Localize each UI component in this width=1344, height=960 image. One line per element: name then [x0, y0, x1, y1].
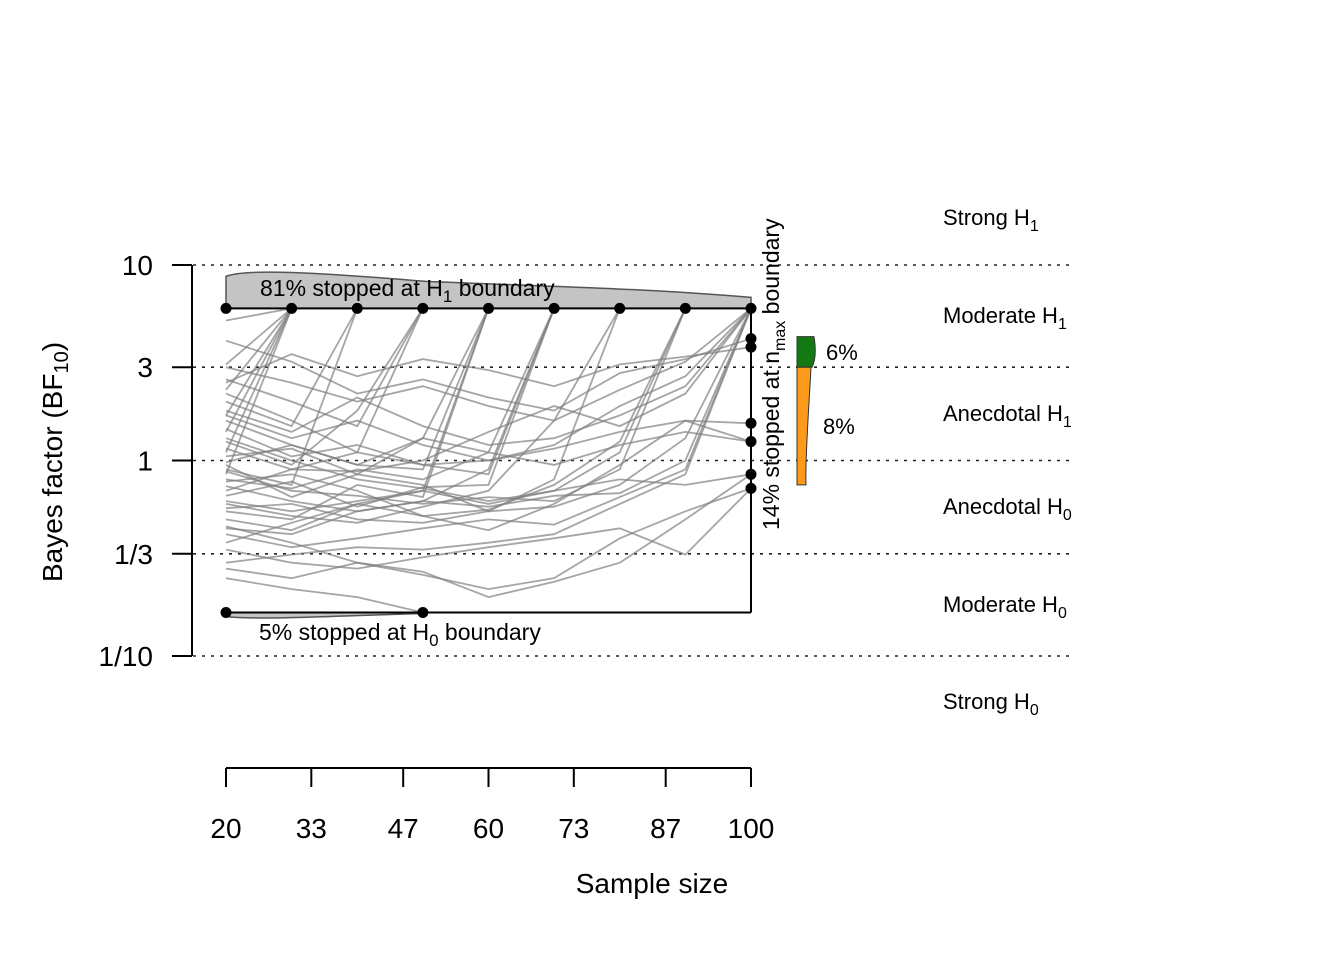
trajectory-line [225, 308, 555, 508]
trajectory-line [225, 307, 752, 473]
axes-layer: 10 3 1 1/3 1/10 20 33 47 60 73 87 100 [99, 250, 775, 844]
h0-stop-point [220, 606, 232, 618]
x-tick-label: 33 [296, 813, 327, 844]
h1-stop-point [614, 302, 626, 314]
h1-stop-annotation: 81% stopped at H1 boundary [260, 275, 555, 306]
h1-stop-point [220, 302, 232, 314]
trajectory-line [225, 307, 293, 416]
evidence-label-moderate-h0: Moderate H0 [943, 592, 1067, 622]
x-tick-label: 100 [728, 813, 775, 844]
h1-stop-density-shape [225, 271, 752, 310]
trajectory-line [225, 308, 490, 521]
h1-stop-point [679, 302, 691, 314]
trajectory-line [225, 308, 752, 564]
evidence-categories: Strong H1 Moderate H1 Anecdotal H1 Anecd… [943, 205, 1072, 719]
trajectory-line [225, 307, 752, 446]
nmax-distribution-segment [796, 336, 816, 368]
x-tick-label: 73 [558, 813, 589, 844]
x-tick-label: 20 [210, 813, 241, 844]
nmax-distribution-label: 6% [826, 340, 858, 365]
h1-stop-point [548, 302, 560, 314]
nmax-stop-point [745, 436, 757, 448]
y-axis-title: Bayes factor (BF10) [37, 342, 73, 582]
trajectory-line [225, 308, 359, 486]
trajectory-line [225, 308, 293, 453]
trajectory-line [225, 307, 359, 428]
x-tick-label: 47 [388, 813, 419, 844]
reference-lines-layer [193, 264, 1073, 657]
x-axis-title: Sample size [576, 868, 729, 899]
nmax-stop-point [745, 333, 757, 345]
evidence-label-anecdotal-h0: Anecdotal H0 [943, 494, 1072, 524]
h1-stop-distribution [225, 271, 752, 619]
trajectory-line [225, 307, 752, 524]
trajectory-line [225, 487, 752, 591]
h1-stop-point [351, 302, 363, 314]
trajectory-line [225, 337, 752, 412]
trajectory-lines-layer [225, 307, 752, 614]
h0-stop-annotation: 5% stopped at H0 boundary [259, 619, 541, 650]
trajectory-line [225, 346, 752, 388]
trajectory-line [225, 308, 687, 505]
evidence-label-strong-h0: Strong H0 [943, 689, 1039, 719]
x-tick-label: 87 [650, 813, 681, 844]
h1-stop-point [483, 302, 494, 314]
nmax-distribution-layer: 6% 8% [796, 336, 858, 486]
trajectory-line [225, 308, 621, 513]
stop-points-layer [220, 302, 757, 618]
trajectory-line [225, 307, 752, 422]
h1-stop-point [286, 302, 298, 314]
trajectory-line [225, 307, 293, 366]
trajectory-line [225, 473, 752, 599]
y-tick-label: 10 [122, 250, 153, 281]
trajectory-line [225, 419, 752, 532]
y-tick-label: 1 [137, 446, 153, 477]
trajectory-line [225, 487, 752, 570]
h1-stop-point [417, 302, 429, 314]
h0-stop-point [417, 606, 429, 618]
y-tick-label: 3 [137, 352, 153, 383]
trajectory-line [225, 308, 752, 513]
trajectory-line [225, 307, 293, 391]
nmax-distribution-segment [796, 366, 812, 486]
trajectory-line [225, 308, 752, 549]
trajectory-line [225, 473, 752, 513]
nmax-stop-annotation: 14% stopped at nmax boundary [758, 218, 789, 530]
trajectory-line [225, 308, 687, 503]
nmax-stop-point [745, 468, 757, 480]
nmax-stop-point [745, 482, 757, 494]
evidence-label-moderate-h1: Moderate H1 [943, 303, 1067, 333]
evidence-label-anecdotal-h1: Anecdotal H1 [943, 401, 1072, 431]
nmax-distribution-label: 8% [823, 414, 855, 439]
trajectory-line [225, 308, 555, 476]
trajectory-line [225, 307, 293, 433]
y-tick-label: 1/3 [114, 539, 153, 570]
trajectory-line [225, 577, 424, 614]
x-tick-label: 60 [473, 813, 504, 844]
trajectory-line [225, 414, 752, 462]
nmax-stop-point [745, 417, 757, 429]
nmax-stop-point [745, 341, 757, 353]
evidence-label-strong-h1: Strong H1 [943, 205, 1039, 235]
h1-stop-point [745, 302, 757, 314]
trajectory-line [225, 307, 292, 322]
y-tick-label: 1/10 [99, 641, 154, 672]
